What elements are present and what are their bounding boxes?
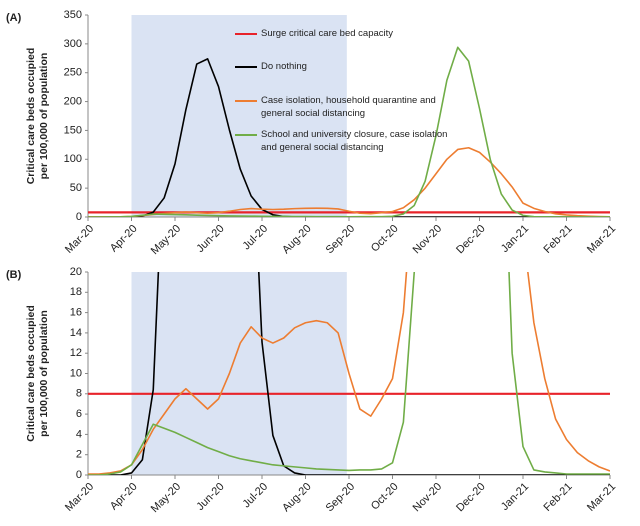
y-tick-label: 18	[70, 286, 82, 298]
x-tick-label: Jan-21	[499, 223, 531, 255]
shaded-region	[131, 15, 347, 217]
y-tick-label: 2	[76, 449, 82, 461]
panel-label: (B)	[6, 269, 22, 281]
x-tick-label: Apr-20	[108, 481, 140, 513]
series-line	[88, 272, 610, 475]
y-tick-label: 0	[76, 211, 82, 223]
y-tick-label: 100	[64, 153, 82, 165]
legend-entry: Case isolation, household quarantine and…	[261, 95, 436, 119]
y-axis-label: per 100,000 of population	[38, 53, 50, 180]
y-tick-label: 12	[70, 347, 82, 359]
x-tick-label: Apr-20	[108, 223, 140, 255]
y-tick-label: 8	[76, 388, 82, 400]
y-axis-label: Critical care beds occupied	[25, 48, 37, 185]
y-tick-label: 14	[70, 327, 82, 339]
series-line	[88, 46, 610, 217]
series-line	[88, 58, 610, 217]
y-tick-label: 350	[64, 9, 82, 21]
y-tick-label: 150	[64, 124, 82, 136]
legend-entry: School and university closure, case isol…	[261, 129, 448, 153]
legend-label: Case isolation, household quarantine and…	[261, 95, 436, 119]
x-tick-label: Nov-20	[411, 223, 445, 257]
lines	[88, 46, 610, 217]
x-tick-label: Sep-20	[324, 481, 358, 515]
y-tick-label: 6	[76, 408, 82, 420]
legend-label: Do nothing	[261, 61, 307, 72]
x-tick-label: Dec-20	[454, 223, 488, 257]
y-tick-label: 20	[70, 266, 82, 278]
x-tick-label: Jul-20	[240, 223, 270, 253]
panel-label: (A)	[6, 12, 22, 24]
x-tick-label: Feb-21	[542, 223, 575, 256]
y-tick-label: 4	[76, 428, 82, 440]
series-line	[88, 146, 610, 217]
x-tick-label: Mar-20	[63, 223, 96, 256]
panel: (B) Critical care beds occupied per 100,00…	[6, 266, 618, 515]
x-tick-label: Jul-20	[240, 481, 270, 511]
y-axis-label: Critical care beds occupied	[25, 305, 37, 442]
x-tick-label: Mar-21	[585, 481, 618, 514]
panel: (A) Critical care beds occupied per 100,00…	[6, 9, 618, 257]
y-axis-label: per 100,000 of population	[38, 310, 50, 437]
x-tick-label: Aug-20	[280, 481, 314, 515]
y-tick-label: 10	[70, 367, 82, 379]
y-tick-label: 16	[70, 307, 82, 319]
x-tick-label: Mar-20	[63, 481, 96, 514]
x-tick-label: Jun-20	[194, 223, 226, 255]
x-tick-label: May-20	[149, 223, 183, 257]
legend-entry: Surge critical care bed capacity	[261, 28, 394, 39]
y-tick-label: 300	[64, 38, 82, 50]
x-tick-label: Aug-20	[280, 223, 314, 257]
x-tick-label: Oct-20	[369, 223, 401, 255]
y-tick-label: 200	[64, 95, 82, 107]
x-tick-label: Nov-20	[411, 481, 445, 515]
legend-label: Surge critical care bed capacity	[261, 28, 394, 39]
legend-label: School and university closure, case isol…	[261, 129, 448, 153]
x-tick-label: Sep-20	[324, 223, 358, 257]
lines	[88, 272, 610, 475]
y-tick-label: 250	[64, 67, 82, 79]
x-tick-label: Dec-20	[454, 481, 488, 515]
x-tick-label: Mar-21	[585, 223, 618, 256]
x-tick-label: Oct-20	[369, 481, 401, 513]
x-tick-label: Jan-21	[499, 481, 531, 513]
x-tick-label: Feb-21	[542, 481, 575, 514]
x-tick-label: May-20	[149, 481, 183, 515]
series-line	[88, 272, 610, 475]
shaded-region	[131, 272, 347, 475]
legend-entry: Do nothing	[261, 61, 307, 72]
y-tick-label: 50	[70, 182, 82, 194]
x-tick-label: Jun-20	[194, 481, 226, 513]
y-tick-label: 0	[76, 469, 82, 481]
